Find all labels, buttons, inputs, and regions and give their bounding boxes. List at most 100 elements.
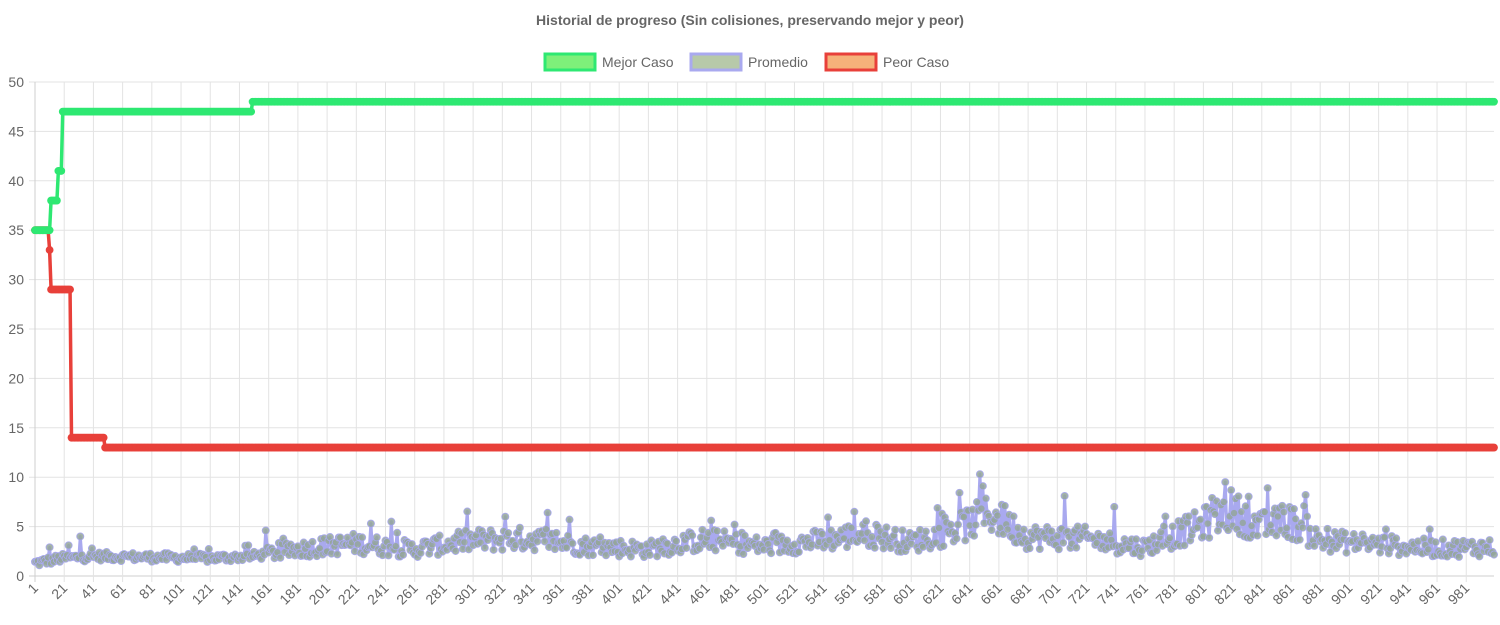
data-point-promedio [1237, 507, 1246, 516]
data-point-promedio [542, 525, 551, 534]
x-tick-label: 441 [656, 580, 684, 608]
data-point-promedio [1490, 550, 1499, 559]
data-point-promedio [720, 527, 729, 536]
legend: Mejor Caso Promedio Peor Caso [543, 52, 949, 72]
x-tick-label: 461 [685, 580, 713, 608]
data-point-promedio [1161, 512, 1170, 521]
data-point-promedio [435, 531, 444, 540]
data-point-mejor-caso [1490, 97, 1498, 106]
data-point-promedio [1190, 508, 1199, 517]
data-point-promedio [463, 507, 472, 516]
x-tick-label: 401 [597, 580, 625, 608]
data-point-promedio [504, 528, 513, 537]
y-tick-label: 15 [8, 420, 24, 436]
data-point-promedio [946, 520, 955, 529]
legend-label-mejor-caso: Mejor Caso [602, 54, 674, 70]
data-point-promedio [1241, 502, 1250, 511]
x-tick-label: 181 [276, 580, 304, 608]
data-point-promedio [1132, 535, 1141, 544]
data-point-promedio [1380, 533, 1389, 542]
data-point-promedio [825, 536, 834, 545]
data-point-promedio [1211, 510, 1220, 519]
data-point-promedio [1219, 498, 1228, 507]
data-point-promedio [1060, 491, 1069, 500]
data-point-promedio [645, 550, 654, 559]
data-point-promedio [971, 520, 980, 529]
data-point-promedio [552, 528, 561, 537]
data-point-promedio [975, 470, 984, 479]
x-tick-label: 661 [977, 580, 1005, 608]
data-point-promedio [1438, 535, 1447, 544]
data-point-promedio [1301, 490, 1310, 499]
data-point-promedio [1247, 521, 1256, 530]
data-point-promedio [1289, 504, 1298, 513]
data-point-promedio [850, 507, 859, 516]
y-tick-label: 30 [8, 272, 24, 288]
data-point-promedio [1431, 538, 1440, 547]
legend-item-mejor-caso: Mejor Caso [543, 52, 674, 72]
data-point-promedio [1009, 512, 1018, 521]
data-point-peor-caso [45, 246, 54, 254]
data-point-promedio [954, 520, 963, 529]
data-point-promedio [1205, 533, 1214, 542]
legend-swatch-peor-caso [824, 52, 878, 72]
data-point-promedio [1279, 508, 1288, 517]
data-point-promedio [713, 526, 722, 535]
data-point-promedio [1260, 507, 1269, 516]
x-tick-label: 301 [451, 580, 479, 608]
data-point-promedio [977, 504, 986, 513]
data-point-promedio [739, 550, 748, 559]
data-point-promedio [480, 543, 489, 552]
data-point-promedio [1392, 534, 1401, 543]
data-point-promedio [867, 532, 876, 541]
data-point-promedio [543, 508, 552, 517]
y-tick-label: 45 [8, 123, 24, 139]
x-tick-label: 41 [77, 580, 99, 602]
data-point-promedio [1323, 524, 1332, 533]
x-tick-label: 881 [1298, 580, 1326, 608]
data-point-promedio [790, 540, 799, 549]
data-point-promedio [366, 519, 375, 528]
data-point-promedio [596, 533, 605, 542]
data-point-promedio [783, 536, 792, 545]
x-tick-label: 821 [1211, 580, 1239, 608]
data-point-promedio [973, 497, 982, 506]
x-tick-label: 341 [510, 580, 538, 608]
data-point-promedio [1272, 531, 1281, 540]
data-point-promedio [1310, 541, 1319, 550]
data-point-promedio [1203, 519, 1212, 528]
data-point-promedio [550, 545, 559, 554]
data-point-promedio [45, 543, 54, 552]
data-point-promedio [891, 525, 900, 534]
data-point-promedio [978, 482, 987, 491]
data-point-promedio [1159, 522, 1168, 531]
x-tick-label: 121 [189, 580, 217, 608]
data-point-promedio [987, 526, 996, 535]
data-point-promedio [276, 553, 285, 562]
data-point-promedio [393, 528, 402, 537]
data-point-promedio [515, 523, 524, 532]
chart-title: Historial de progreso (Sin colisiones, p… [536, 12, 964, 28]
data-point-promedio [847, 523, 856, 532]
data-point-promedio [1342, 548, 1351, 557]
data-point-promedio [1291, 515, 1300, 524]
x-tick-label: 141 [218, 580, 246, 608]
data-point-promedio [711, 546, 720, 555]
data-point-promedio [387, 517, 396, 526]
x-tick-label: 921 [1357, 580, 1385, 608]
data-point-promedio [1168, 522, 1177, 531]
data-point-promedio [1110, 502, 1119, 511]
x-tick-label: 761 [1123, 580, 1151, 608]
x-tick-label: 361 [539, 580, 567, 608]
x-tick-label: 801 [1182, 580, 1210, 608]
x-tick-label: 741 [1094, 580, 1122, 608]
data-point-promedio [959, 512, 968, 521]
x-tick-label: 621 [919, 580, 947, 608]
data-point-promedio [1003, 525, 1012, 534]
data-point-promedio [1238, 518, 1247, 527]
data-point-promedio [752, 533, 761, 542]
y-tick-label: 25 [8, 321, 24, 337]
data-point-promedio [740, 531, 749, 540]
data-point-promedio [399, 550, 408, 559]
data-point-promedio [565, 515, 574, 524]
